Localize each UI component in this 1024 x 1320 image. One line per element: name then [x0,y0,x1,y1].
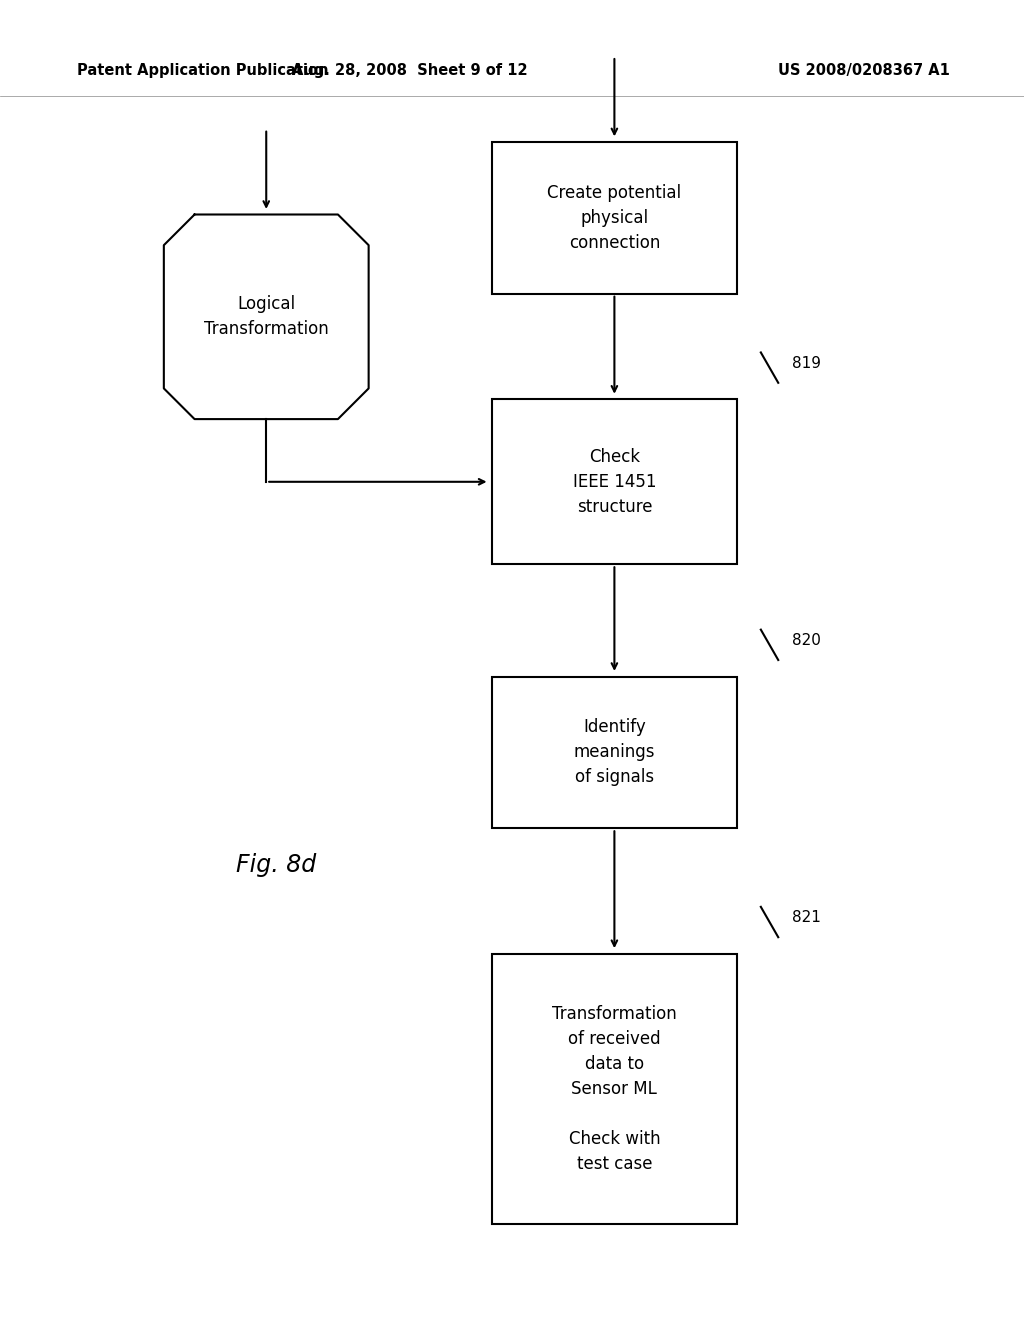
Text: Logical
Transformation: Logical Transformation [204,296,329,338]
Text: Check
IEEE 1451
structure: Check IEEE 1451 structure [572,447,656,516]
Text: 820: 820 [792,632,820,648]
Text: Aug. 28, 2008  Sheet 9 of 12: Aug. 28, 2008 Sheet 9 of 12 [292,63,527,78]
Text: Transformation
of received
data to
Sensor ML

Check with
test case: Transformation of received data to Senso… [552,1005,677,1173]
Bar [492,953,737,1225]
Text: US 2008/0208367 A1: US 2008/0208367 A1 [778,63,950,78]
Text: Fig. 8d: Fig. 8d [237,853,316,876]
Text: Identify
meanings
of signals: Identify meanings of signals [573,718,655,787]
Text: 821: 821 [792,909,820,925]
Text: 819: 819 [792,355,820,371]
Bar [492,143,737,294]
Bar [492,676,737,829]
Bar [492,399,737,565]
Polygon shape [164,214,369,420]
Text: Create potential
physical
connection: Create potential physical connection [548,183,681,252]
Text: Patent Application Publication: Patent Application Publication [77,63,329,78]
